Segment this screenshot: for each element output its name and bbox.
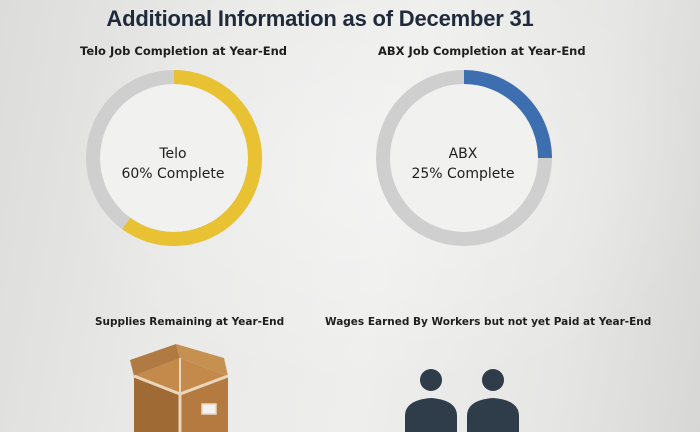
page-title: Additional Information as of December 31 <box>106 6 534 31</box>
wages-label: Wages Earned By Workers but not yet Paid… <box>325 316 652 328</box>
workers-icon <box>405 369 519 432</box>
supplies-label: Supplies Remaining at Year-End <box>95 316 285 328</box>
telo-donut-chart <box>86 70 262 246</box>
telo-name: Telo <box>159 146 187 162</box>
abx-chart-title: ABX Job Completion at Year-End <box>378 44 586 58</box>
abx-center-label: ABX 25% Complete <box>388 144 538 184</box>
telo-chart-title: Telo Job Completion at Year-End <box>80 44 288 58</box>
abx-donut-chart <box>376 70 552 246</box>
abx-donut-hole <box>383 77 545 239</box>
telo-donut-hole <box>93 77 255 239</box>
abx-donut-progress <box>376 70 552 246</box>
telo-status: 60% Complete <box>121 166 225 182</box>
abx-status: 25% Complete <box>411 166 515 182</box>
telo-donut-progress <box>86 70 262 246</box>
box-icon <box>130 344 229 432</box>
abx-name: ABX <box>448 146 478 162</box>
telo-center-label: Telo 60% Complete <box>98 144 248 184</box>
